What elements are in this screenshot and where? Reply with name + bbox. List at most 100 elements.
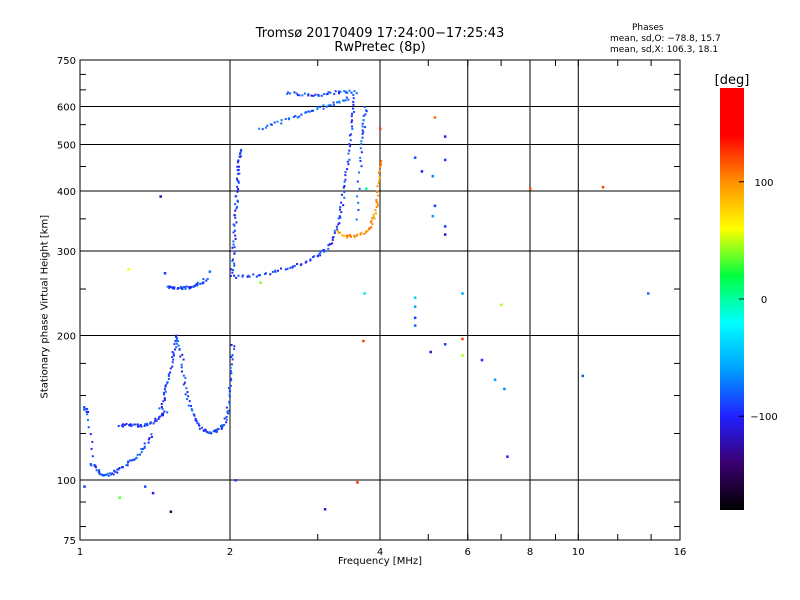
echo-point (601, 185, 605, 189)
echo-trace-dot (349, 139, 352, 142)
echo-trace-dot (364, 126, 367, 129)
echo-trace-dot (157, 417, 160, 420)
echo-trace-dot (235, 195, 238, 198)
echo-traces (83, 89, 383, 477)
echo-trace-dot (235, 177, 238, 180)
echo-trace-dot (247, 274, 250, 277)
echo-trace-dot (316, 108, 319, 111)
echo-trace-dot (194, 417, 197, 420)
echo-trace-dot (210, 432, 213, 435)
echo-trace-dot (158, 415, 161, 418)
echo-trace-dot (143, 446, 146, 449)
echo-trace-dot (125, 464, 128, 467)
echo-trace-dot (87, 410, 90, 413)
echo-trace-dot (236, 190, 239, 193)
echo-trace-dot (374, 212, 377, 215)
echo-trace-dot (172, 352, 175, 355)
echo-trace-dot (228, 395, 231, 398)
echo-trace-dot (352, 100, 355, 103)
echo-trace-dot (186, 398, 189, 401)
echo-trace-dot (221, 426, 224, 429)
echo-trace-dot (163, 393, 166, 396)
echo-trace-dot (120, 424, 123, 427)
echo-trace-dot (168, 285, 171, 288)
echo-trace-dot (233, 252, 236, 255)
echo-trace-dot (86, 408, 89, 411)
echo-trace-dot (366, 229, 369, 232)
echo-trace-dot (333, 231, 336, 234)
echo-point (234, 479, 237, 482)
echo-trace-dot (338, 231, 341, 234)
echo-trace-dot (346, 91, 349, 94)
echo-trace-dot (261, 128, 264, 131)
echo-trace-dot (160, 403, 163, 406)
y-tick-label: 600 (57, 103, 76, 114)
echo-trace-dot (235, 207, 238, 210)
echo-trace-dot (175, 342, 178, 345)
echo-trace-dot (372, 216, 375, 219)
echo-trace-dot (336, 101, 339, 104)
echo-point (646, 292, 650, 295)
echo-trace-dot (181, 370, 184, 373)
echo-trace-dot (286, 267, 289, 270)
echo-trace-dot (337, 90, 340, 93)
echo-trace-dot (339, 216, 342, 219)
echo-trace-dot (314, 93, 317, 96)
echo-trace-dot (169, 286, 172, 289)
echo-trace-dot (317, 93, 320, 96)
echo-trace-dot (335, 225, 338, 228)
echo-trace-dot (179, 355, 182, 358)
echo-trace-dot (232, 231, 235, 234)
echo-trace-dot (201, 426, 204, 429)
echo-trace-dot (116, 471, 119, 474)
echo-trace-dot (233, 229, 236, 232)
echo-trace-dot (276, 120, 279, 123)
echo-trace-dot (128, 424, 131, 427)
echo-point (500, 303, 503, 307)
echo-trace-dot (171, 287, 174, 290)
echo-trace-dot (374, 209, 377, 212)
echo-trace-dot (221, 424, 224, 427)
echo-point (443, 135, 447, 138)
echo-trace-dot (295, 92, 298, 95)
echo-trace-dot (230, 343, 233, 346)
echo-trace-dot (95, 469, 98, 472)
echo-trace-dot (114, 470, 117, 473)
echo-trace-dot (284, 268, 287, 271)
echo-trace-dot (147, 438, 150, 441)
echo-trace-dot (362, 114, 365, 117)
echo-trace-dot (291, 266, 294, 269)
echo-trace-dot (167, 373, 170, 376)
echo-trace-dot (240, 148, 243, 151)
echo-point (83, 485, 86, 488)
echo-trace-dot (377, 194, 380, 197)
colorbar-tick-label: 100 (754, 178, 773, 189)
echo-trace-dot (231, 271, 234, 274)
echo-point (493, 378, 497, 381)
echo-trace-dot (343, 184, 346, 187)
echo-trace-dot (179, 287, 182, 290)
echo-trace-dot (339, 208, 342, 211)
echo-trace-dot (349, 145, 352, 148)
echo-trace-dot (279, 267, 282, 270)
echo-trace-dot (182, 374, 185, 377)
echo-trace-dot (146, 422, 149, 425)
echo-trace-dot (334, 90, 337, 93)
echo-trace-dot (217, 427, 220, 430)
echo-trace-dot (85, 410, 88, 413)
echo-trace-dot (87, 426, 90, 429)
echo-point (163, 271, 167, 275)
echo-trace-dot (326, 93, 329, 96)
echo-trace-dot (343, 191, 346, 194)
echo-trace-dot (130, 424, 133, 427)
echo-trace-dot (345, 234, 348, 237)
echo-trace-dot (139, 423, 142, 426)
echo-point (461, 292, 464, 295)
echo-trace-dot (234, 209, 237, 212)
echo-trace-dot (167, 374, 170, 377)
x-tick-label: 1 (77, 547, 83, 558)
echo-trace-dot (232, 243, 235, 246)
echo-trace-dot (305, 260, 308, 263)
echo-trace-dot (225, 421, 228, 424)
echo-trace-dot (380, 162, 383, 165)
